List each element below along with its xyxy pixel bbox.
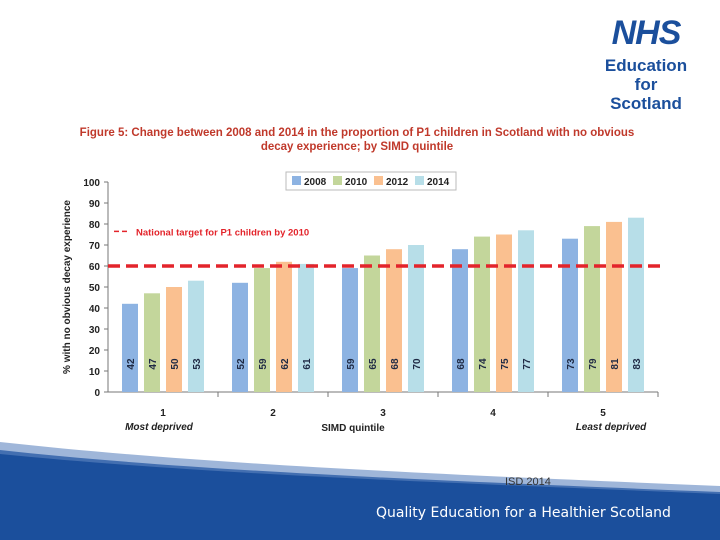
data-label: 79 <box>588 358 599 370</box>
bar-2012-q3 <box>386 249 402 392</box>
bar-2012-q1 <box>166 287 182 392</box>
target-legend-label: National target for P1 children by 2010 <box>136 227 309 238</box>
bar-2014-q3 <box>408 245 424 392</box>
data-label: 42 <box>126 358 137 370</box>
bar-chart: 0 10 20 30 40 50 60 70 80 90 100 % with no obvious … <box>62 171 662 434</box>
y-tick-label: 10 <box>89 367 101 378</box>
y-tick-label: 30 <box>89 325 101 336</box>
footer-wave <box>0 442 720 540</box>
data-label: 52 <box>236 358 247 370</box>
x-tick-label: 2 <box>270 408 276 419</box>
x-axis-label: SIMD quintile <box>321 423 385 434</box>
data-label: 50 <box>170 358 181 370</box>
data-label: 81 <box>610 358 621 370</box>
bar-2014-q5 <box>628 217 644 392</box>
data-label: 75 <box>500 358 511 370</box>
y-tick-label: 0 <box>94 388 100 399</box>
bar-2014-q1 <box>188 280 204 392</box>
data-label: 47 <box>148 358 159 370</box>
data-label: 53 <box>192 358 203 370</box>
figure-title-line1: Figure 5: Change between 2008 and 2014 i… <box>79 127 635 139</box>
legend-swatch-2012 <box>374 176 383 185</box>
figure-panel: Figure 5: Change between 2008 and 2014 i… <box>36 120 678 446</box>
y-tick-label: 20 <box>89 346 101 357</box>
data-label: 65 <box>368 358 379 370</box>
x-sublabel-most-deprived: Most deprived <box>125 422 194 433</box>
legend-swatch-2010 <box>333 176 342 185</box>
data-label: 61 <box>302 358 313 370</box>
legend-label-2014: 2014 <box>427 177 450 188</box>
y-tick-label: 50 <box>89 283 101 294</box>
x-sublabel-least-deprived: Least deprived <box>576 422 647 433</box>
y-tick-label: 40 <box>89 304 101 315</box>
bar-2012-q4 <box>496 234 512 392</box>
bar-2012-q2 <box>276 261 292 392</box>
nhs-logo-line2: for <box>634 75 658 94</box>
legend-label-2010: 2010 <box>345 177 368 188</box>
bar-2010-q1 <box>144 293 160 392</box>
data-label: 70 <box>412 358 423 370</box>
nhs-logo-line3: Scotland <box>610 94 682 113</box>
source-label: ISD 2014 <box>505 476 551 488</box>
data-label: 68 <box>456 358 467 370</box>
legend-box <box>285 171 457 191</box>
bar-2008-q2 <box>232 282 248 392</box>
data-label: 59 <box>346 358 357 370</box>
tagline: Quality Education for a Healthier Scotla… <box>376 505 671 521</box>
x-tick-label: 3 <box>380 408 386 419</box>
y-tick-label: 60 <box>89 262 101 273</box>
y-tick-label: 70 <box>89 241 101 252</box>
y-tick-label: 100 <box>83 178 100 189</box>
data-label: 68 <box>390 358 401 370</box>
legend-swatch-2008 <box>292 176 301 185</box>
data-label: 62 <box>280 358 291 370</box>
data-label: 74 <box>478 358 489 370</box>
data-label: 59 <box>258 358 269 370</box>
figure-title: Figure 5: Change between 2008 and 2014 i… <box>36 126 678 154</box>
x-tick-label: 4 <box>490 408 496 419</box>
nhs-logo-text: NHS <box>611 14 682 52</box>
bar-2008-q5 <box>562 238 578 392</box>
legend-label-2008: 2008 <box>304 177 327 188</box>
bar-2008-q4 <box>452 249 468 392</box>
legend-label-2012: 2012 <box>386 177 409 188</box>
nhs-logo-line1: Education <box>604 56 688 75</box>
bar-2014-q4 <box>518 230 534 392</box>
legend-swatch-2014 <box>415 176 424 185</box>
bar-2010-q2 <box>254 268 270 392</box>
y-tick-label: 90 <box>89 199 101 210</box>
bar-2010-q4 <box>474 236 490 392</box>
data-label: 83 <box>632 358 643 370</box>
nhs-logo: NHS Education for Scotland <box>596 16 696 113</box>
figure-title-line2: decay experience; by SIMD quintile <box>260 141 454 153</box>
x-tick-label: 1 <box>160 408 166 419</box>
data-label: 77 <box>522 358 533 370</box>
y-axis-label: % with no obvious decay experience <box>62 200 73 374</box>
x-tick-label: 5 <box>600 408 606 419</box>
bar-2010-q3 <box>364 255 380 392</box>
bar-2014-q2 <box>298 263 314 392</box>
y-tick-label: 80 <box>89 220 101 231</box>
data-label: 73 <box>566 358 577 370</box>
bar-2008-q3 <box>342 268 358 392</box>
bar-2008-q1 <box>122 303 138 392</box>
